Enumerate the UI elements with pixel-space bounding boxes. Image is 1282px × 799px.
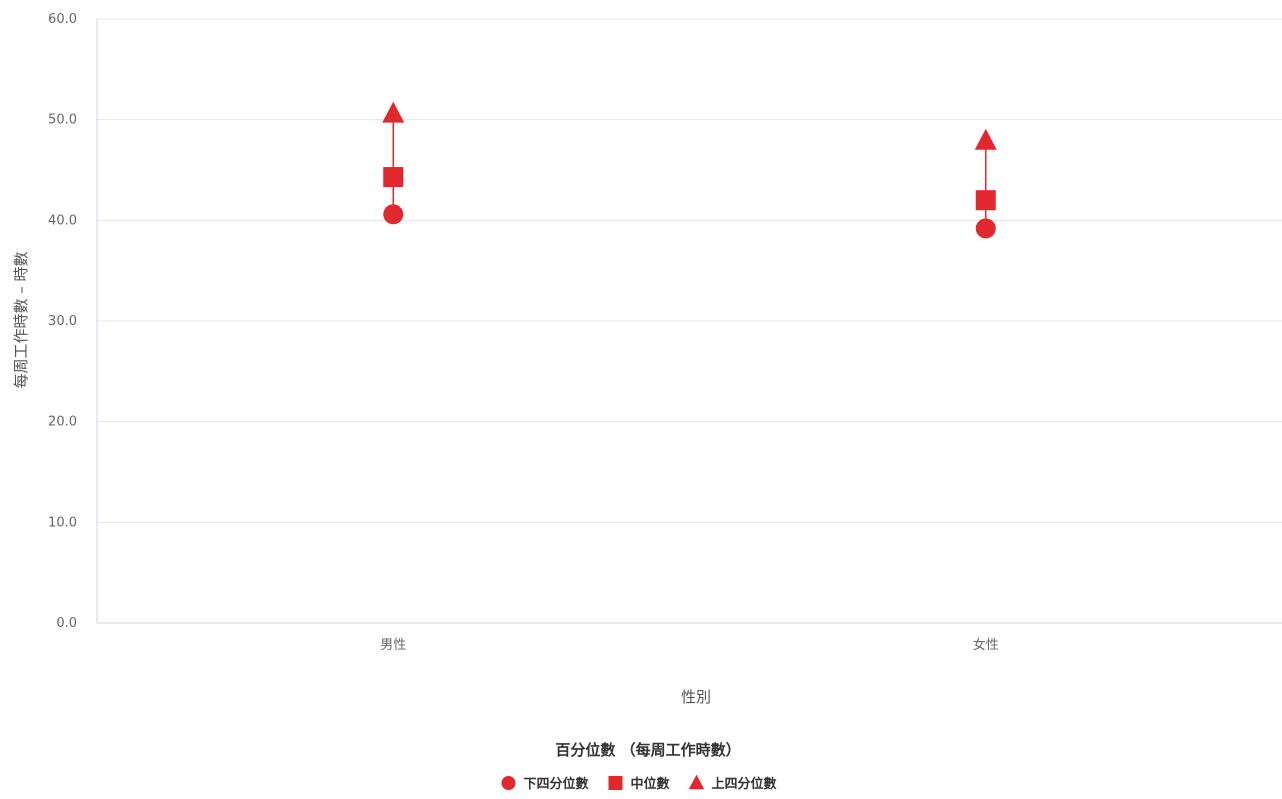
legend-item[interactable]: 下四分位數 xyxy=(501,776,589,792)
legend-label: 下四分位數 xyxy=(524,776,589,792)
point-square xyxy=(383,167,404,188)
gridlines xyxy=(97,18,1282,523)
x-axis-categories: 男性 女性 xyxy=(380,637,999,653)
x-category-label: 女性 xyxy=(973,637,999,653)
y-tick-label: 50.0 xyxy=(48,113,77,128)
legend-title: 百分位數 （每周工作時數） xyxy=(555,741,740,759)
range-lines xyxy=(392,113,987,229)
y-axis-ticks: 0.0 10.0 20.0 30.0 40.0 50.0 60.0 xyxy=(48,12,77,631)
legend-marker-square xyxy=(608,776,623,790)
data-points xyxy=(382,101,997,239)
legend-marker-triangle xyxy=(688,774,705,790)
legend-marker-circle xyxy=(501,776,516,790)
point-square xyxy=(975,190,996,211)
point-triangle xyxy=(382,101,405,123)
y-tick-label: 20.0 xyxy=(48,415,77,430)
y-tick-label: 40.0 xyxy=(48,213,77,228)
y-tick-label: 30.0 xyxy=(48,314,77,329)
legend: 下四分位數 中位數 上四分位數 xyxy=(501,774,777,792)
point-circle xyxy=(975,218,996,239)
legend-item[interactable]: 上四分位數 xyxy=(688,774,777,792)
y-tick-label: 0.0 xyxy=(56,616,77,631)
y-tick-label: 60.0 xyxy=(48,12,77,27)
legend-label: 中位數 xyxy=(631,776,670,792)
legend-label: 上四分位數 xyxy=(712,776,777,792)
point-triangle xyxy=(974,128,997,150)
legend-item[interactable]: 中位數 xyxy=(608,776,670,792)
y-axis-title: 每周工作時數 – 時數 xyxy=(12,251,30,388)
point-circle xyxy=(383,204,404,225)
x-category-label: 男性 xyxy=(380,638,406,653)
x-axis-title: 性別 xyxy=(681,688,711,706)
y-tick-label: 10.0 xyxy=(48,515,77,530)
